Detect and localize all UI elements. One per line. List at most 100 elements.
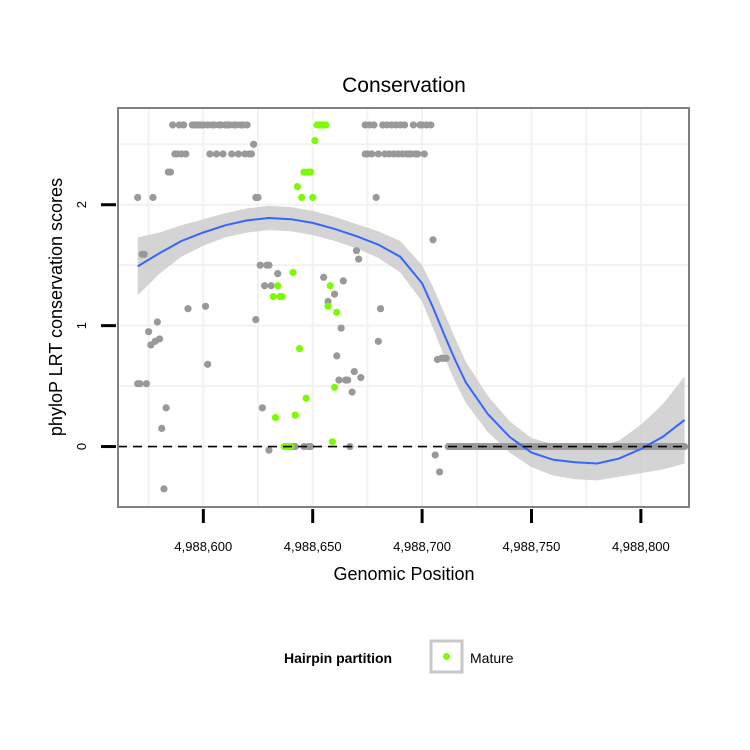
x-tick-label: 4,988,700 (393, 539, 451, 554)
smooth-line (137, 216, 686, 465)
data-point-other (431, 451, 439, 459)
data-point-other (339, 277, 347, 285)
data-point-other (182, 150, 190, 158)
data-point-other (228, 150, 236, 158)
data-point-mature (298, 193, 306, 202)
data-point-flat (681, 442, 689, 451)
data-point-other (250, 140, 258, 148)
data-point-other (274, 270, 282, 278)
data-point-other (212, 150, 221, 158)
data-point-other (169, 121, 177, 129)
data-point-other (409, 121, 417, 129)
data-point-other (256, 261, 264, 269)
data-point-other (429, 236, 437, 244)
data-point-mature (330, 383, 339, 391)
data-point-other (160, 485, 168, 493)
data-point-mature (326, 282, 334, 290)
data-point-mature (278, 293, 286, 301)
data-point-other (136, 380, 144, 388)
x-axis-title: Genomic Position (333, 564, 474, 584)
data-point-other (180, 121, 188, 129)
data-point-other (414, 150, 422, 158)
x-tick-label: 4,988,650 (284, 539, 342, 554)
data-point-other (376, 305, 385, 313)
data-point-other (243, 121, 251, 129)
x-axis: 4,988,600 4,988,650 4,988,700 4,988,750 4,98… (174, 509, 670, 554)
data-point-other (149, 193, 157, 202)
data-point-other (374, 337, 382, 345)
y-tick-label: 2 (74, 201, 89, 208)
data-point-mature (269, 293, 277, 301)
data-point-other (333, 352, 341, 360)
legend-title: Hairpin partition (284, 650, 392, 666)
data-point-other (166, 168, 175, 176)
y-axis: 0 1 2 (74, 201, 116, 450)
data-point-other (265, 261, 273, 269)
y-tick-label: 1 (74, 322, 89, 329)
chart-title: Conservation (342, 74, 466, 97)
y-tick-label: 0 (74, 443, 89, 450)
data-point-other (420, 150, 428, 158)
data-point-other (204, 360, 212, 368)
legend-mature-marker (443, 653, 450, 660)
data-point-other (201, 302, 210, 310)
data-point-other (258, 404, 266, 412)
data-point-other (400, 121, 409, 129)
data-point-other (372, 193, 380, 202)
data-point-other (337, 324, 345, 332)
data-point-mature (274, 282, 282, 290)
data-point-other (234, 150, 242, 158)
data-point-other (206, 150, 214, 158)
data-point-mature (333, 308, 341, 316)
data-point-mature (309, 193, 317, 202)
x-tick-label: 4,988,600 (174, 539, 232, 554)
data-point-other (442, 354, 450, 362)
plot-panel (118, 108, 689, 507)
data-point-other (427, 121, 435, 129)
smooth-curve (137, 216, 686, 465)
data-point-mature (322, 121, 330, 129)
data-point-other (134, 193, 142, 202)
data-point-other (370, 121, 378, 129)
data-point-other (435, 468, 444, 476)
data-point-other (260, 282, 269, 290)
data-point-mature (293, 182, 301, 191)
data-point-other (153, 318, 161, 326)
data-point-other (320, 273, 328, 281)
data-point-mature (289, 268, 297, 277)
data-point-other (142, 380, 151, 388)
data-point-other (254, 193, 262, 202)
data-point-other (155, 335, 164, 343)
data-point-other (344, 376, 352, 384)
data-point-other (267, 282, 275, 290)
data-point-other (350, 367, 358, 376)
data-point-other (162, 404, 170, 412)
data-point-mature (291, 411, 299, 419)
x-tick-label: 4,988,800 (612, 539, 670, 554)
legend: Hairpin partition Mature (284, 639, 514, 674)
data-point-other (265, 446, 273, 454)
data-point-other (335, 376, 343, 384)
data-point-other (219, 150, 227, 158)
data-point-other (374, 150, 382, 158)
data-point-mature (302, 394, 310, 402)
data-point-mature (295, 345, 304, 353)
data-point-other (348, 388, 356, 396)
data-point-other (357, 374, 365, 382)
data-point-mature (328, 438, 336, 446)
data-point-other (140, 250, 148, 258)
data-point-other (306, 442, 315, 451)
data-point-other (355, 255, 363, 263)
plot-panel-border (117, 107, 690, 508)
data-point-other (252, 315, 260, 324)
data-point-mature (271, 413, 280, 422)
data-point-other (330, 290, 339, 298)
data-point-other (352, 247, 361, 255)
data-point-other (247, 150, 256, 158)
data-point-other (145, 328, 153, 336)
x-tick-label: 4,988,750 (503, 539, 561, 554)
data-point-other (368, 150, 376, 158)
data-point-other (158, 424, 166, 433)
data-point-other (184, 305, 192, 313)
